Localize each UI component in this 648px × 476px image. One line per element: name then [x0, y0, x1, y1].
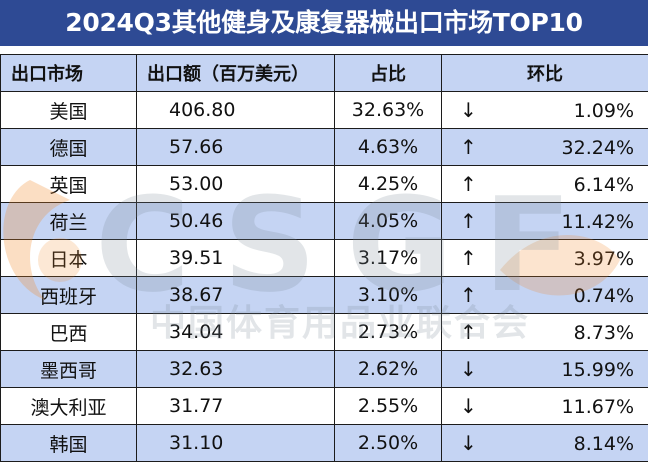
share-cell: 4.05% — [334, 202, 442, 240]
arrow-down-icon: ↓ — [460, 98, 477, 122]
table-row: 韩国 31.10 2.50% ↓ 8.14% — [0, 424, 648, 462]
arrow-up-icon: ↑ — [460, 135, 477, 159]
mom-cell: ↑ 6.14% — [441, 165, 648, 203]
market-cell: 西班牙 — [0, 276, 137, 314]
market-cell: 德国 — [0, 128, 137, 166]
export-market-table: 出口市场 出口额（百万美元） 占比 环比 美国 406.80 32.63% ↓ 1.09… — [0, 54, 648, 462]
export-value-cell: 32.63 — [136, 350, 335, 388]
share-cell: 2.62% — [334, 350, 442, 388]
mom-value: 8.14% — [573, 433, 634, 455]
export-value-cell: 39.51 — [136, 239, 335, 277]
table-row: 巴西 34.04 2.73% ↑ 8.73% — [0, 313, 648, 351]
share-cell: 2.55% — [334, 387, 442, 425]
arrow-down-icon: ↓ — [460, 357, 477, 381]
export-value-cell: 31.10 — [136, 424, 335, 462]
table-row: 墨西哥 32.63 2.62% ↓ 15.99% — [0, 350, 648, 388]
market-cell: 巴西 — [0, 313, 137, 351]
export-value-cell: 50.46 — [136, 202, 335, 240]
table-row: 澳大利亚 31.77 2.55% ↓ 11.67% — [0, 387, 648, 425]
mom-value: 8.73% — [573, 322, 634, 344]
mom-cell: ↓ 8.14% — [441, 424, 648, 462]
market-cell: 英国 — [0, 165, 137, 203]
market-cell: 墨西哥 — [0, 350, 137, 388]
table-row: 西班牙 38.67 3.10% ↑ 0.74% — [0, 276, 648, 314]
share-cell: 32.63% — [334, 91, 442, 129]
market-cell: 荷兰 — [0, 202, 137, 240]
share-cell: 4.25% — [334, 165, 442, 203]
arrow-up-icon: ↑ — [460, 283, 477, 307]
export-value-cell: 34.04 — [136, 313, 335, 351]
mom-value: 15.99% — [561, 359, 634, 381]
arrow-down-icon: ↓ — [460, 394, 477, 418]
mom-cell: ↓ 15.99% — [441, 350, 648, 388]
table-row: 日本 39.51 3.17% ↑ 3.97% — [0, 239, 648, 277]
header-market: 出口市场 — [0, 54, 137, 92]
market-cell: 美国 — [0, 91, 137, 129]
share-cell: 3.10% — [334, 276, 442, 314]
share-cell: 2.50% — [334, 424, 442, 462]
share-cell: 3.17% — [334, 239, 442, 277]
table-row: 德国 57.66 4.63% ↑ 32.24% — [0, 128, 648, 166]
mom-value: 11.67% — [561, 396, 634, 418]
page-title: 2024Q3其他健身及康复器械出口市场TOP10 — [0, 0, 648, 46]
table-row: 荷兰 50.46 4.05% ↑ 11.42% — [0, 202, 648, 240]
header-mom: 环比 — [441, 54, 648, 92]
mom-value: 11.42% — [561, 211, 634, 233]
arrow-down-icon: ↓ — [460, 431, 477, 455]
mom-value: 32.24% — [561, 137, 634, 159]
arrow-up-icon: ↑ — [460, 209, 477, 233]
share-cell: 4.63% — [334, 128, 442, 166]
mom-cell: ↓ 1.09% — [441, 91, 648, 129]
mom-value: 0.74% — [573, 285, 634, 307]
arrow-up-icon: ↑ — [460, 320, 477, 344]
share-cell: 2.73% — [334, 313, 442, 351]
mom-cell: ↑ 8.73% — [441, 313, 648, 351]
mom-cell: ↑ 11.42% — [441, 202, 648, 240]
export-value-cell: 31.77 — [136, 387, 335, 425]
arrow-up-icon: ↑ — [460, 246, 477, 270]
header-share: 占比 — [334, 54, 442, 92]
export-value-cell: 57.66 — [136, 128, 335, 166]
mom-cell: ↑ 3.97% — [441, 239, 648, 277]
market-cell: 韩国 — [0, 424, 137, 462]
table-header-row: 出口市场 出口额（百万美元） 占比 环比 — [0, 54, 648, 92]
market-cell: 日本 — [0, 239, 137, 277]
mom-cell: ↓ 11.67% — [441, 387, 648, 425]
export-value-cell: 38.67 — [136, 276, 335, 314]
table-row: 美国 406.80 32.63% ↓ 1.09% — [0, 91, 648, 129]
export-value-cell: 406.80 — [136, 91, 335, 129]
mom-cell: ↑ 0.74% — [441, 276, 648, 314]
export-value-cell: 53.00 — [136, 165, 335, 203]
arrow-up-icon: ↑ — [460, 172, 477, 196]
header-export-value: 出口额（百万美元） — [136, 54, 335, 92]
mom-value: 6.14% — [573, 174, 634, 196]
mom-value: 1.09% — [573, 100, 634, 122]
table-row: 英国 53.00 4.25% ↑ 6.14% — [0, 165, 648, 203]
table-body: 美国 406.80 32.63% ↓ 1.09% 德国 57.66 4.63% ↑ 32.24% 英… — [0, 91, 648, 462]
market-cell: 澳大利亚 — [0, 387, 137, 425]
mom-cell: ↑ 32.24% — [441, 128, 648, 166]
mom-value: 3.97% — [573, 248, 634, 270]
